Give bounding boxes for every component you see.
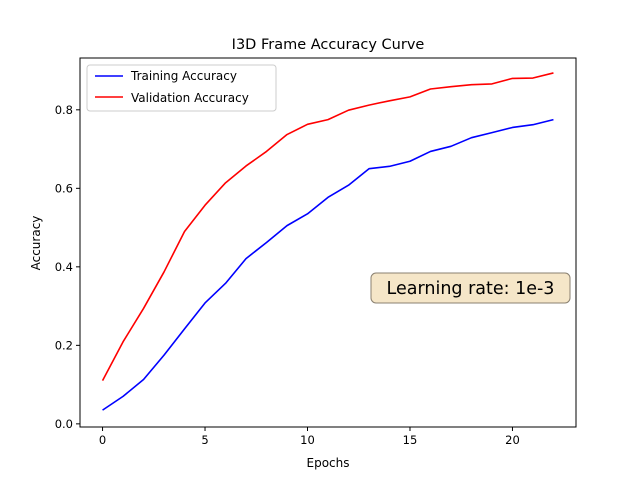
x-axis-ticks: 0 5 10 15 20 bbox=[99, 427, 520, 447]
x-tick-label: 0 bbox=[99, 433, 106, 447]
x-tick-label: 15 bbox=[403, 433, 418, 447]
x-tick-label: 5 bbox=[201, 433, 208, 447]
x-tick-label: 10 bbox=[300, 433, 315, 447]
y-axis-ticks: 0.0 0.2 0.4 0.6 0.8 bbox=[55, 103, 80, 431]
learning-rate-annotation: Learning rate: 1e-3 bbox=[370, 272, 571, 304]
series-line-validation bbox=[101, 72, 554, 382]
x-axis-label: Epochs bbox=[307, 456, 350, 470]
y-tick-label: 0.6 bbox=[55, 181, 73, 195]
chart-title: I3D Frame Accuracy Curve bbox=[232, 37, 425, 53]
y-tick-label: 0.2 bbox=[55, 338, 73, 352]
legend-box bbox=[86, 64, 277, 112]
series-line-training bbox=[102, 118, 554, 411]
plot-frame bbox=[79, 57, 577, 428]
x-tick-label: 20 bbox=[505, 433, 520, 447]
y-tick-label: 0.0 bbox=[55, 417, 73, 431]
legend-label-validation: Validation Accuracy bbox=[131, 91, 249, 105]
annotation-box bbox=[370, 272, 571, 304]
y-axis-label: Accuracy bbox=[29, 216, 43, 271]
annotation-text: Learning rate: 1e-3 bbox=[387, 279, 555, 299]
series-layer bbox=[101, 72, 554, 411]
legend: Training Accuracy Validation Accuracy bbox=[86, 64, 277, 112]
legend-label-training: Training Accuracy bbox=[130, 69, 237, 83]
y-tick-label: 0.8 bbox=[55, 103, 73, 117]
y-tick-label: 0.4 bbox=[55, 260, 73, 274]
